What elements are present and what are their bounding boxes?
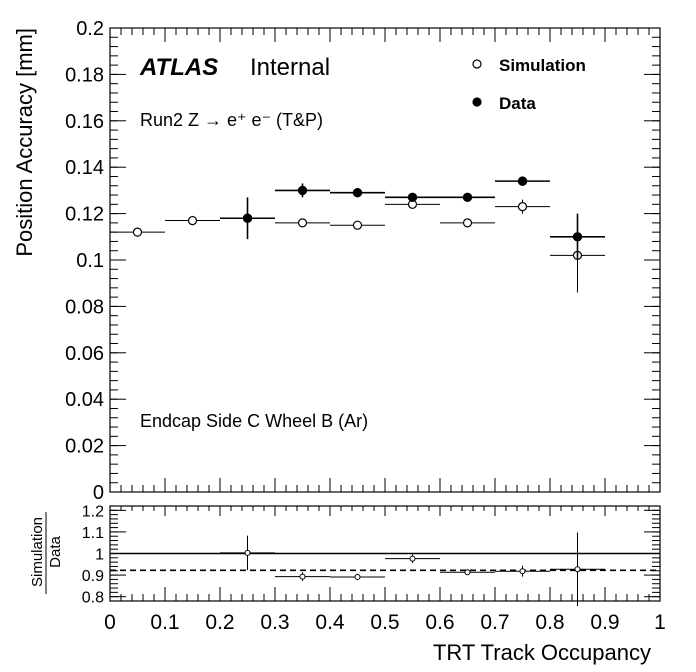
ratio-point — [220, 535, 275, 571]
data-marker — [572, 232, 583, 242]
data-point — [440, 192, 495, 203]
ratio-point — [330, 573, 385, 581]
x-tick-label: 0.1 — [150, 611, 179, 634]
main-y-tick-label: 0 — [93, 482, 104, 504]
main-y-tick-label: 0.02 — [65, 436, 104, 458]
ratio-point — [550, 532, 605, 606]
run-annotation: Run2 Z → e⁺ e⁻ (T&P) — [140, 110, 323, 130]
simulation-marker — [462, 218, 473, 228]
main-y-tick-label: 0.1 — [76, 250, 104, 272]
ratio-marker — [464, 569, 471, 576]
ratio-marker — [299, 573, 306, 580]
data-point — [275, 183, 330, 198]
ratio-point — [385, 554, 440, 563]
data-point — [330, 188, 385, 198]
data-point — [220, 197, 275, 240]
legend-label-data: Data — [499, 94, 536, 113]
x-tick-label: 0.2 — [205, 611, 234, 634]
ratio-data-points — [220, 532, 605, 606]
ratio-axis-ticks — [109, 506, 661, 602]
x-tick-label: 0.3 — [260, 611, 289, 634]
main-y-tick-label: 0.14 — [65, 157, 104, 179]
data-point — [550, 213, 605, 260]
ratio-y-tick-label: 0.9 — [82, 568, 104, 585]
main-y-tick-label: 0.04 — [65, 389, 104, 411]
main-y-tick-label: 0.12 — [65, 204, 104, 226]
legend-marker-data — [472, 97, 482, 107]
ratio-y-tick-label: 1 — [95, 547, 104, 564]
data-marker — [242, 213, 253, 223]
simulation-marker — [132, 227, 143, 237]
atlas-label: ATLAS — [139, 54, 218, 81]
main-y-tick-label: 0.06 — [65, 343, 104, 365]
legend-marker-simulation — [472, 59, 482, 69]
data-marker — [407, 192, 418, 203]
ratio-marker — [574, 566, 581, 573]
data-marker — [297, 185, 308, 196]
ratio-y-tick-labels: 0.8 0.9 1 1.1 1.2 — [82, 503, 104, 606]
y-axis-title: Position Accuracy [mm] — [12, 28, 37, 257]
simulation-point — [165, 215, 220, 226]
simulation-marker — [517, 202, 528, 212]
ratio-point — [495, 565, 550, 577]
data-point — [385, 192, 440, 203]
data-marker — [462, 192, 473, 203]
main-y-tick-label: 0.18 — [65, 64, 104, 86]
main-axis-ticks — [109, 27, 661, 493]
main-data-points — [110, 176, 605, 293]
x-tick-label: 0.5 — [370, 611, 399, 634]
x-tick-label: 0.7 — [480, 611, 509, 634]
legend: Simulation Data — [472, 56, 586, 113]
main-y-tick-label: 0.2 — [76, 18, 104, 40]
data-marker — [517, 176, 528, 186]
x-axis-title: TRT Track Occupancy — [433, 640, 651, 665]
data-point — [495, 176, 550, 186]
x-tick-label: 0.8 — [535, 611, 564, 634]
region-annotation: Endcap Side C Wheel B (Ar) — [140, 411, 368, 431]
x-tick-label: 0.9 — [590, 611, 619, 634]
simulation-point — [110, 227, 165, 237]
ratio-y-tick-label: 1.1 — [82, 525, 104, 542]
ratio-y-tick-label: 1.2 — [82, 503, 104, 520]
ratio-marker — [409, 555, 416, 562]
main-y-tick-labels: 0 0.02 0.04 0.06 0.08 0.1 0.12 0.14 0.16 0.18 0.2 — [65, 18, 104, 504]
x-tick-labels: 0 0.1 0.2 0.3 0.4 0.5 0.6 0.7 0.8 0.9 1 — [104, 611, 666, 634]
x-tick-label: 1 — [654, 611, 666, 634]
simulation-point — [440, 218, 495, 228]
simulation-marker — [187, 215, 198, 226]
simulation-point — [495, 199, 550, 214]
simulation-marker — [352, 220, 363, 230]
main-y-tick-label: 0.08 — [65, 296, 104, 318]
ratio-y-tick-label: 0.8 — [82, 590, 104, 607]
legend-label-simulation: Simulation — [499, 56, 586, 75]
simulation-point — [330, 220, 385, 230]
ratio-axis-title-numerator: Simulation — [29, 517, 46, 587]
ratio-marker — [244, 549, 251, 556]
ratio-point — [275, 572, 330, 581]
data-marker — [352, 188, 363, 198]
internal-label: Internal — [250, 54, 330, 81]
ratio-axis-title-denominator: Data — [47, 536, 64, 568]
x-tick-label: 0.6 — [425, 611, 454, 634]
x-tick-label: 0 — [104, 611, 116, 634]
ratio-axis-title: Simulation Data — [29, 512, 64, 594]
simulation-marker — [297, 218, 308, 228]
simulation-point — [275, 218, 330, 228]
main-y-tick-label: 0.16 — [65, 111, 104, 133]
x-tick-label: 0.4 — [315, 611, 345, 634]
ratio-marker — [354, 574, 361, 581]
ratio-point — [440, 569, 495, 576]
ratio-marker — [519, 568, 526, 575]
